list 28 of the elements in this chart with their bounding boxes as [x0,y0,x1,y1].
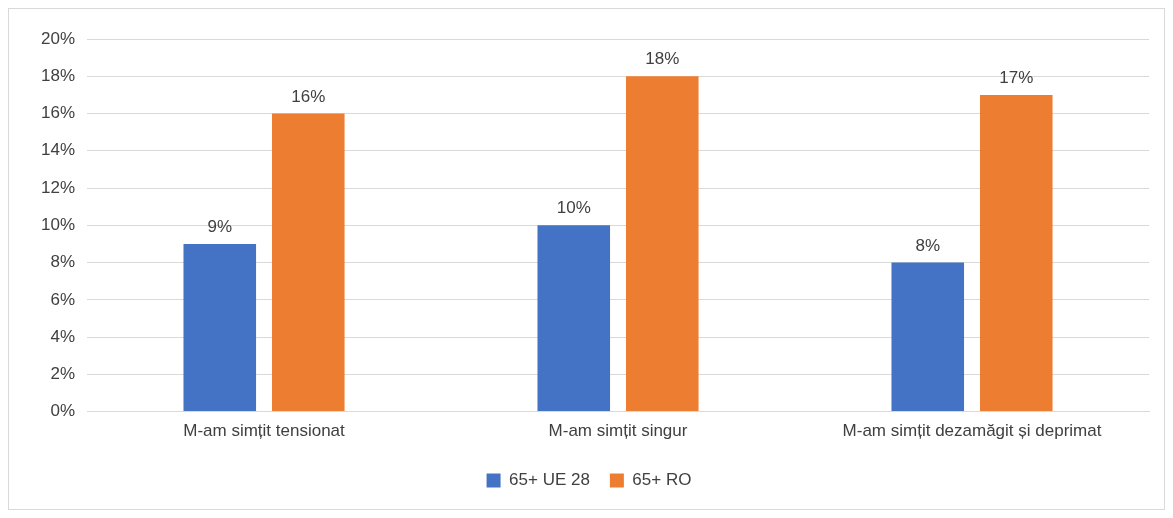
y-tick-label: 6% [50,289,76,309]
bar [271,113,345,412]
x-tick-label: M-am simțit singur [548,421,688,441]
data-label: 10% [556,198,591,218]
bar [891,262,965,412]
data-label: 8% [915,235,941,255]
y-tick-label: 12% [40,177,76,197]
y-tick-label: 18% [40,65,76,85]
data-label: 16% [291,86,326,106]
data-label: 9% [207,217,233,237]
y-tick-label: 0% [50,401,76,421]
bar [537,225,611,412]
x-tick-label: M-am simțit tensionat [183,421,346,441]
y-tick-label: 8% [50,252,76,272]
y-tick-label: 4% [50,326,76,346]
data-label: 17% [999,68,1034,88]
data-label: 18% [645,49,680,69]
y-tick-label: 10% [40,214,76,234]
y-tick-label: 14% [40,140,76,160]
legend-label: 65+ UE 28 [509,470,590,490]
y-tick-label: 16% [40,103,76,123]
legend-label: 65+ RO [632,470,692,490]
bar [625,76,699,412]
bar [979,94,1053,412]
x-tick-label: M-am simțit dezamăgit și deprimat [842,421,1102,441]
y-tick-label: 20% [40,28,76,48]
y-tick-label: 2% [50,364,76,384]
bar [183,243,257,412]
